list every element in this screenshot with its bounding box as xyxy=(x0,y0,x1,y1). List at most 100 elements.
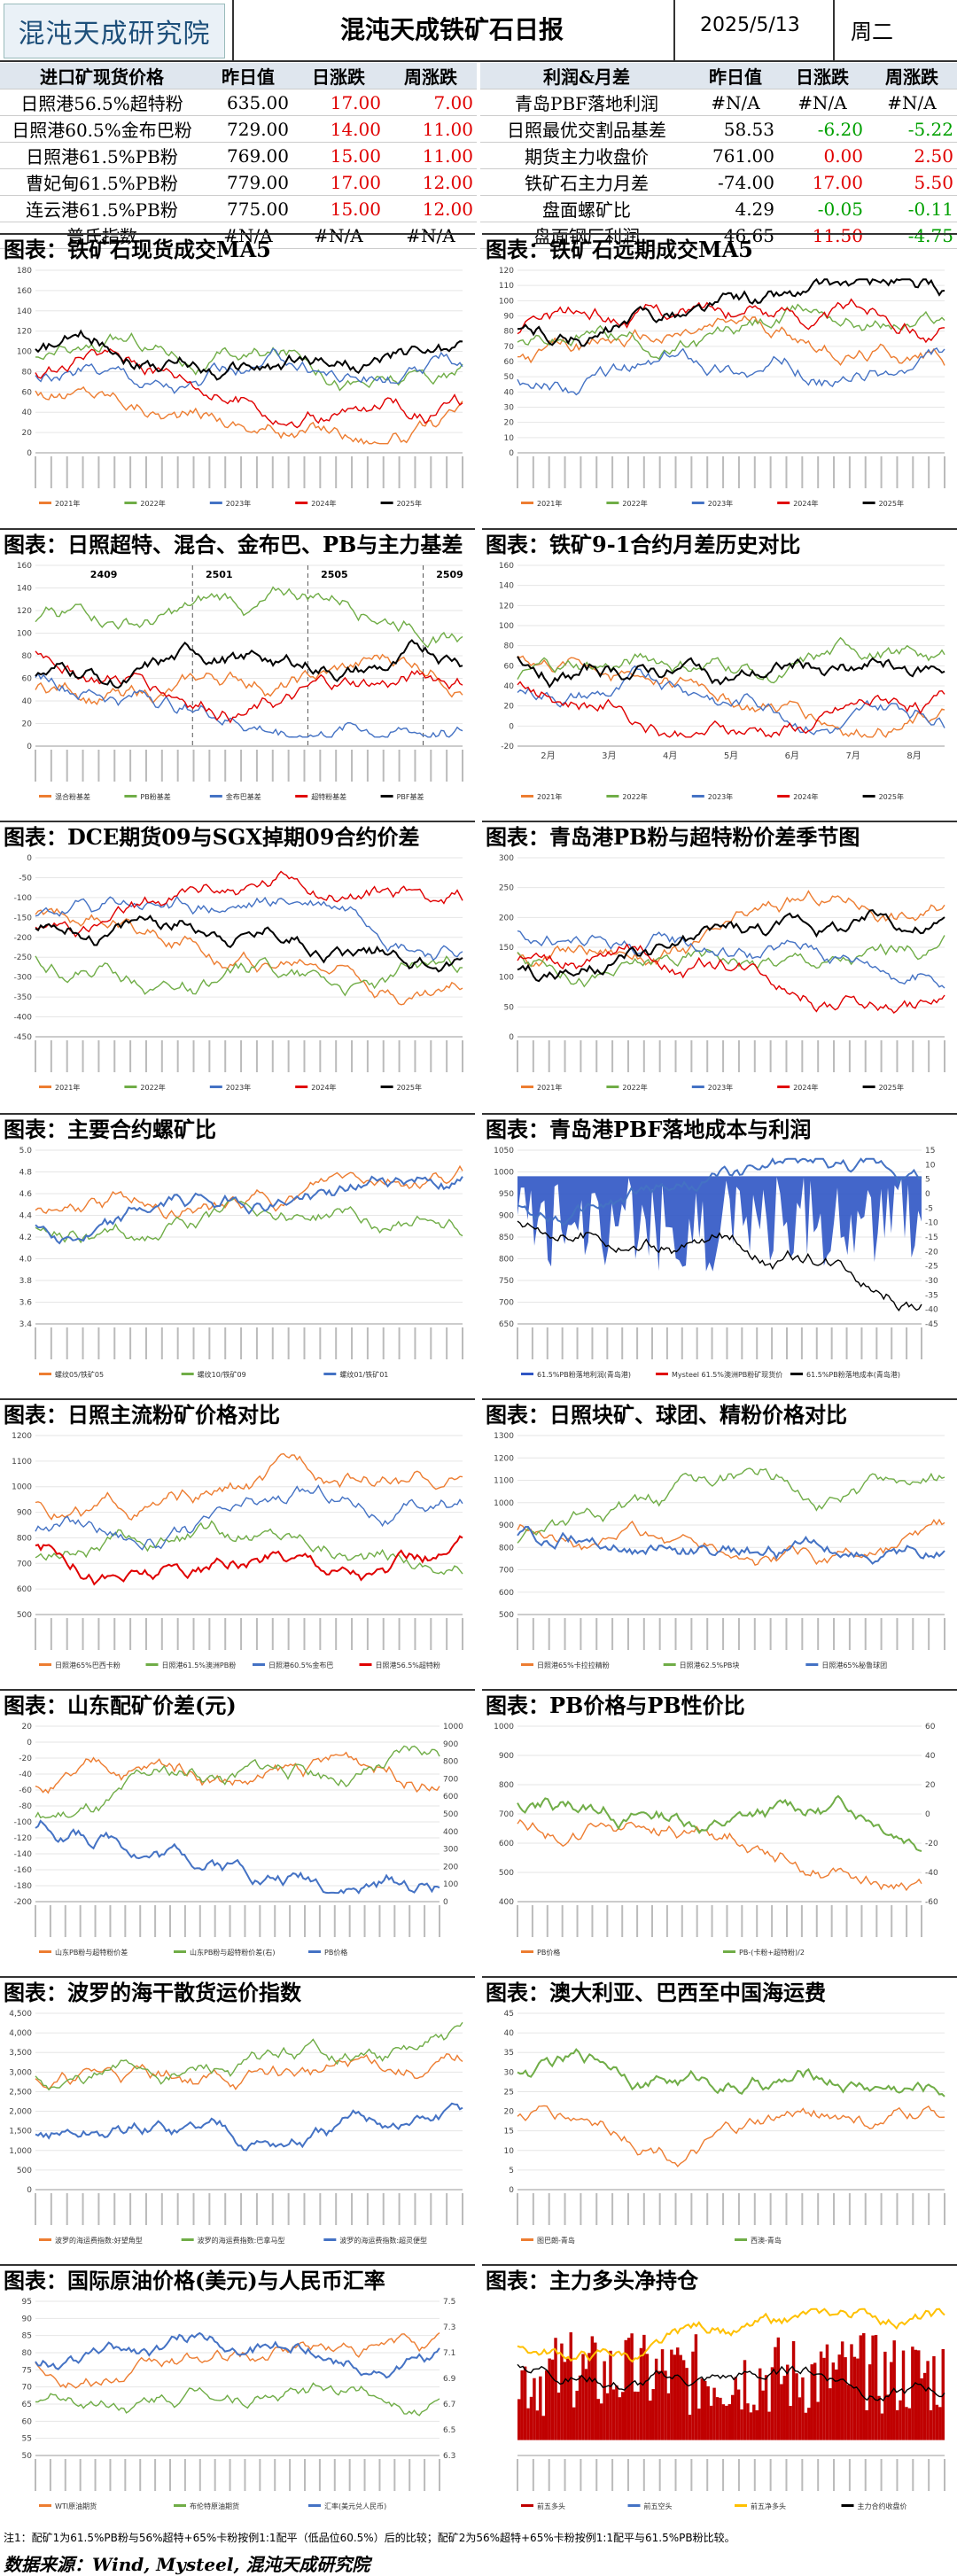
legend-swatch xyxy=(841,2504,854,2507)
x-tick-mark xyxy=(944,2193,945,2225)
x-tick-mark xyxy=(741,1327,743,1359)
cell-value: 11.50 xyxy=(778,222,867,249)
legend-label: 2024年 xyxy=(793,1083,818,1092)
bar-mark xyxy=(807,2408,811,2440)
y-tick-label: 20 xyxy=(504,419,515,428)
bar-mark xyxy=(681,2360,686,2440)
series-line xyxy=(35,332,463,392)
chart-legend: 2021年 2022年 2023年 2024年 2025年 xyxy=(39,499,422,508)
x-tick-mark xyxy=(611,2459,614,2491)
x-tick-mark xyxy=(817,2459,820,2491)
x-tick-mark xyxy=(833,2193,836,2225)
chart-title: 图表：DCE期货09与SGX掉期09合约价差 xyxy=(4,824,420,850)
x-tick-mark xyxy=(548,456,550,488)
cell-value: -0.05 xyxy=(778,195,867,222)
legend-swatch xyxy=(656,1373,668,1375)
x-tick-mark xyxy=(82,1618,84,1650)
bar-mark xyxy=(862,2332,866,2440)
y-tick-label: 80 xyxy=(504,642,515,651)
bar-mark xyxy=(679,2354,682,2440)
y-tick-label: 700 xyxy=(499,1810,514,1819)
data-source: 数据来源：Wind, Mysteel, 混沌天成研究院 xyxy=(4,2554,370,2575)
x-tick-mark xyxy=(706,456,709,488)
y-tick-label: 800 xyxy=(499,1781,514,1790)
y-tick-label: 120 xyxy=(17,328,32,337)
x-tick-mark xyxy=(351,1618,354,1650)
bar-mark xyxy=(880,2413,884,2440)
bar-mark xyxy=(914,2349,918,2440)
x-tick-mark xyxy=(517,2193,518,2225)
x-tick-mark xyxy=(304,1905,306,1937)
x-tick-mark xyxy=(564,2193,566,2225)
y-tick-label: 250 xyxy=(499,884,514,893)
bar-mark xyxy=(615,2385,619,2440)
series-line xyxy=(517,1220,922,1312)
x-tick-label: 7月 xyxy=(846,751,860,761)
chart-legend: 2021年 2022年 2023年 2024年 2025年 xyxy=(521,499,904,508)
y-tick-label: -180 xyxy=(14,1882,33,1891)
profit-spread-table: 利润&月差 昨日值 日涨跌 周涨跌 青岛PBF落地利润 #N/A #N/A #N/A 日照最优交… xyxy=(480,63,957,249)
x-tick-mark xyxy=(50,750,52,782)
x-tick-mark xyxy=(398,1327,401,1359)
x-tick-mark xyxy=(548,2459,550,2491)
y-tick-label: 800 xyxy=(499,1544,514,1553)
chart-panel: 图表：澳大利亚、巴西至中国海运费 0 5 10 15 20 25 30 35 40 45 图巴朗-青岛… xyxy=(482,1976,957,2262)
y-tick-label: -60 xyxy=(19,1786,32,1795)
x-tick-mark xyxy=(214,1905,216,1937)
row-label: 铁矿石主力月差 xyxy=(480,168,693,196)
x-tick-mark xyxy=(430,2193,432,2225)
x-tick-mark xyxy=(726,1327,728,1359)
chart-panel: 图表：山东配矿价差(元) 20 0 -20 -40 -60 -80 -100 -120 -140-… xyxy=(0,1689,475,1974)
y-tick-label: -20 xyxy=(19,1755,32,1763)
y-tick-label: 1000 xyxy=(12,1483,32,1492)
x-tick-mark xyxy=(66,1327,68,1359)
x-tick-mark xyxy=(79,1905,82,1937)
legend-label: 前五净多头 xyxy=(751,2502,786,2510)
x-tick-mark xyxy=(378,1905,381,1937)
x-tick-mark xyxy=(696,1327,698,1359)
legend-swatch xyxy=(521,2504,533,2507)
cell-value: 46.65 xyxy=(693,222,778,249)
chart-legend: 螺纹05/铁矿05 螺纹10/铁矿09 螺纹01/铁矿01 xyxy=(39,1370,388,1379)
y-tick-label: 160 xyxy=(499,562,514,571)
series-line xyxy=(35,347,463,394)
y2-tick-label: 6.7 xyxy=(443,2401,455,2409)
cell-value: 58.53 xyxy=(693,115,778,143)
bar-mark xyxy=(594,2342,597,2440)
x-tick-mark xyxy=(815,1905,818,1937)
legend-label: 2024年 xyxy=(793,792,818,801)
x-tick-mark xyxy=(706,1618,709,1650)
x-tick-mark xyxy=(769,2193,772,2225)
x-tick-mark xyxy=(769,456,772,488)
x-tick-mark xyxy=(382,2193,385,2225)
bar-mark xyxy=(697,2409,701,2440)
cell-value: 761.00 xyxy=(693,142,778,169)
series-line xyxy=(35,1484,463,1551)
chart-svg: 500 600 700 800 900 1000 1100 1200 1300 日照港65%卡拉拉… xyxy=(494,1432,945,1669)
y-tick-label: 500 xyxy=(499,1869,514,1878)
x-tick-mark xyxy=(144,1618,147,1650)
y-tick-label: 140 xyxy=(499,582,514,591)
x-tick-mark xyxy=(160,1618,163,1650)
y2-tick-label: -45 xyxy=(925,1320,938,1329)
x-tick-mark xyxy=(722,1618,725,1650)
x-tick-mark xyxy=(50,1618,52,1650)
y-tick-label: 120 xyxy=(499,267,514,276)
cell-value: -74.00 xyxy=(693,168,778,196)
legend-swatch xyxy=(181,2238,194,2241)
x-tick-mark xyxy=(160,1040,163,1072)
bar-mark xyxy=(829,2388,832,2440)
legend-label: PB价格 xyxy=(324,1948,347,1957)
x-tick-mark xyxy=(139,1905,142,1937)
x-tick-mark xyxy=(606,1905,609,1937)
legend-label: WTI原油期货 xyxy=(55,2502,97,2510)
bar-mark xyxy=(605,2393,610,2440)
chart-panel: 图表：铁矿石远期成交MA5 0 10 20 30 40 50 60 70 80 90 100 110 12… xyxy=(482,233,957,525)
x-tick-mark xyxy=(271,456,274,488)
table-row: 曹妃甸61.5%PB粉 779.00 17.00 12.00 xyxy=(0,168,477,196)
legend-swatch xyxy=(39,1086,51,1088)
legend-label: 布伦特原油期货 xyxy=(190,2502,239,2510)
report-weekday: 周二 xyxy=(851,19,893,44)
series-line xyxy=(517,656,945,689)
x-tick-mark xyxy=(335,1618,338,1650)
